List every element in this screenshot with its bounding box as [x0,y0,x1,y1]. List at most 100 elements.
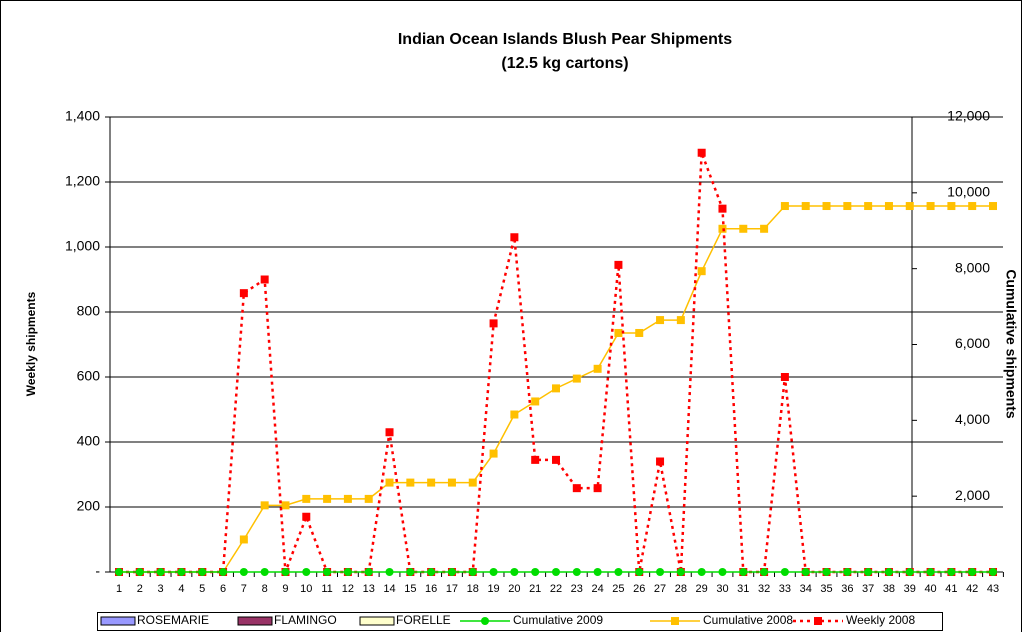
point [905,202,914,211]
x-tick-label: 15 [404,583,416,595]
x-tick-label: 18 [467,583,479,595]
legend-label: Weekly 2008 [846,613,915,627]
point [760,568,769,576]
point [135,568,144,576]
point [510,568,519,576]
point [947,568,956,576]
point [489,568,498,576]
x-tick-label: 3 [158,583,164,595]
x-tick-label: 33 [779,583,791,595]
y2-tick-label: 12,000 [947,108,990,124]
x-tick-label: 43 [987,583,999,595]
point [697,568,706,576]
point [780,568,789,576]
y2-tick-label: 10,000 [947,184,990,200]
point [593,568,602,576]
x-tick-label: 42 [966,583,978,595]
point [281,568,290,576]
point [510,233,519,242]
x-tick-label: 31 [737,583,749,595]
point [302,568,311,576]
point [156,568,165,576]
point [552,568,560,576]
x-tick-label: 8 [262,583,268,595]
x-tick-label: 25 [612,583,624,595]
x-tick-label: 36 [841,583,853,595]
point [552,384,560,393]
point [510,410,519,419]
point [614,260,623,269]
point [385,568,394,576]
x-tick-label: 21 [529,583,541,595]
point [905,568,914,576]
x-tick-label: 39 [904,583,916,595]
x-tick-label: 6 [220,583,226,595]
x-tick-label: 35 [820,583,832,595]
point [697,267,706,276]
point [343,494,352,503]
y2-tick-label: 6,000 [955,335,990,351]
x-tick-label: 29 [696,583,708,595]
x-tick-label: 40 [924,583,936,595]
point [281,501,290,510]
point [323,568,332,576]
x-tick-label: 16 [425,583,437,595]
legend-swatch [100,616,136,626]
point [572,374,581,383]
point [406,478,415,487]
point [385,478,394,487]
point [635,328,644,337]
x-tick-label: 27 [654,583,666,595]
x-tick-label: 14 [383,583,395,595]
y-tick-label: 1,400 [65,108,100,124]
point [552,455,560,464]
legend-label: Cumulative 2009 [513,613,603,627]
point [531,455,540,464]
point [843,202,852,211]
point [968,568,977,576]
y2-tick-label: - [985,563,990,579]
y2-tick-label: 8,000 [955,259,990,275]
point [739,568,748,576]
point [364,568,373,576]
point [468,568,477,576]
point [572,484,581,493]
y-tick-label: 600 [77,368,101,384]
x-tick-label: 11 [321,583,332,595]
x-tick-label: 38 [883,583,895,595]
point [239,535,248,544]
legend [97,612,943,631]
point [801,202,810,211]
y-axis-title: Weekly shipments [24,291,38,396]
point [614,568,623,576]
point [531,397,540,406]
point [718,568,727,576]
point [364,494,373,503]
x-tick-label: 17 [446,583,458,595]
point [780,202,789,211]
x-tick-label: 12 [342,583,354,595]
point [718,204,727,213]
point [864,202,873,211]
point [427,568,436,576]
point [760,224,769,233]
point [968,202,977,211]
point [801,568,810,576]
point [219,568,228,576]
point [302,494,311,503]
y-tick-label: 800 [77,303,101,319]
point [989,202,997,211]
legend-label: FORELLE [396,613,451,627]
point [635,568,644,576]
x-tick-label: 30 [716,583,728,595]
point [198,568,207,576]
chart-title: Indian Ocean Islands Blush Pear Shipment… [398,31,732,48]
x-tick-label: 10 [300,583,312,595]
y-tick-label: 400 [77,433,101,449]
x-tick-label: 19 [487,583,499,595]
point [385,428,394,437]
point [531,568,540,576]
x-tick-label: 41 [945,583,957,595]
point [489,319,498,328]
